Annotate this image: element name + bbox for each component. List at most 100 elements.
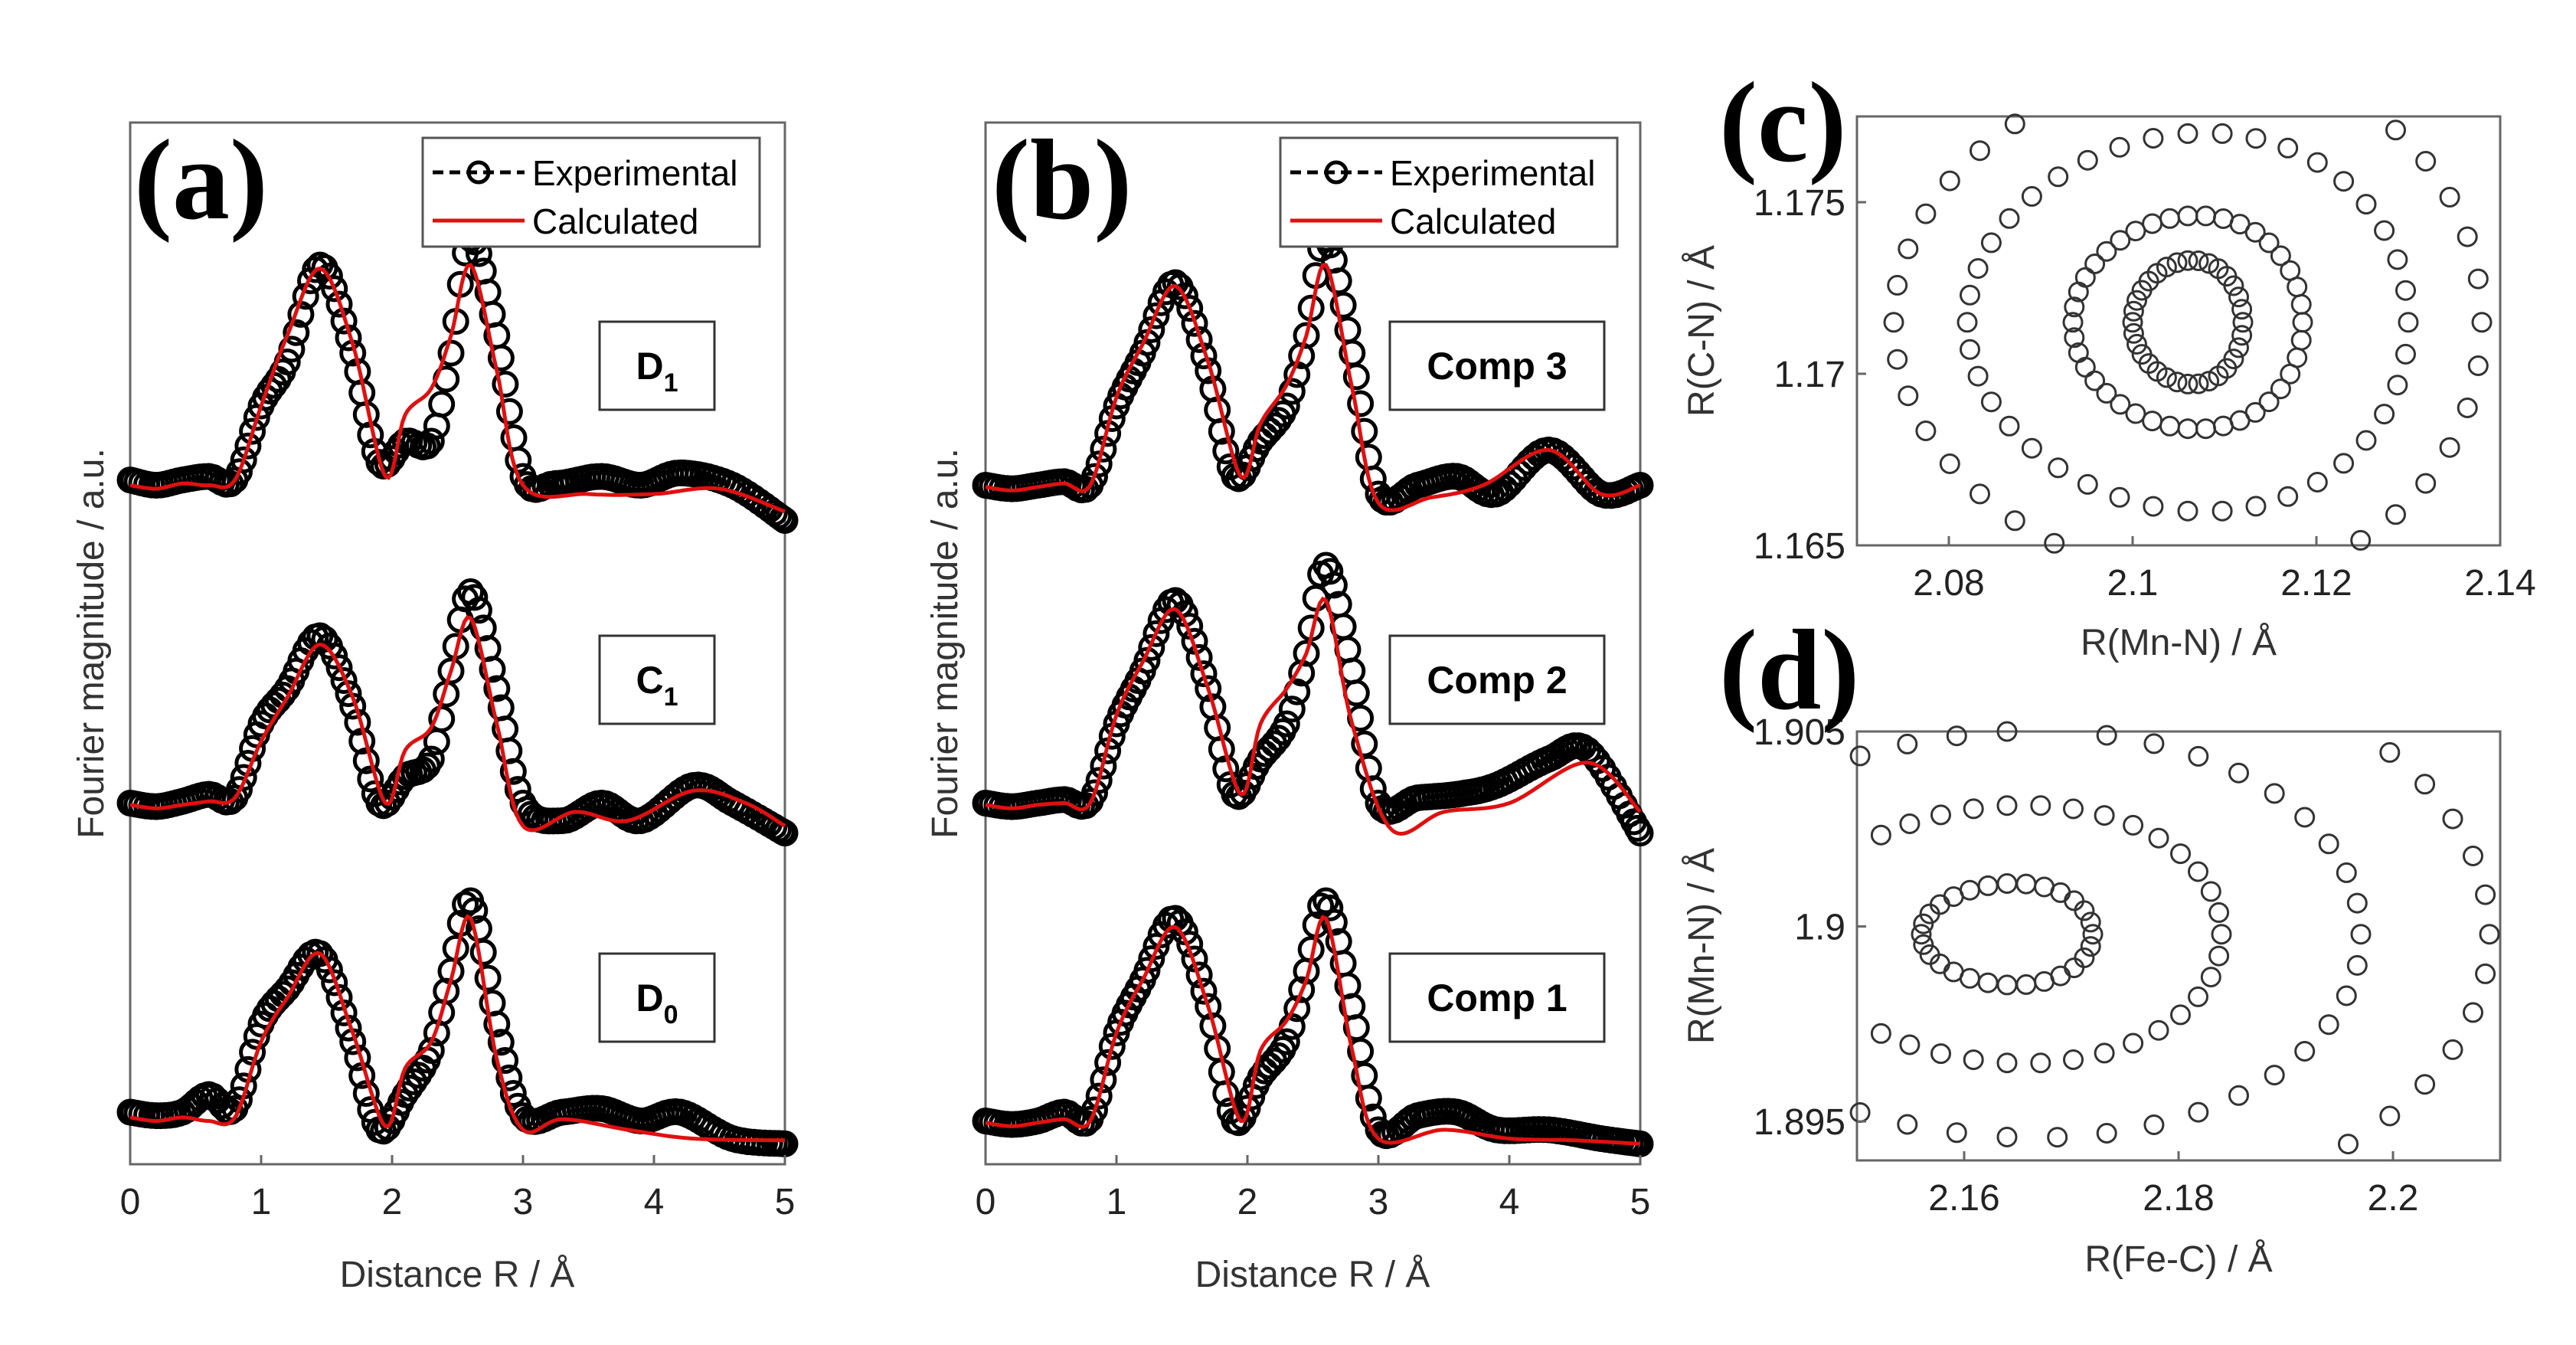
curve-label-box	[598, 952, 716, 1043]
contour-point	[2063, 1049, 2084, 1070]
contour-point	[2048, 166, 2069, 188]
contour-point	[2258, 391, 2280, 413]
experimental-point	[1094, 1049, 1122, 1076]
contour-point	[2188, 1101, 2209, 1123]
contour-point	[1915, 203, 1937, 224]
contour-point	[2211, 924, 2232, 945]
contour-point	[1897, 1114, 1918, 1135]
contour-point	[2318, 1014, 2339, 1036]
y-tick-label: 1.175	[1754, 183, 1845, 224]
x-tick-label: 4	[644, 1182, 665, 1222]
contour-point	[2379, 1105, 2401, 1127]
curve-label-box	[1388, 320, 1606, 411]
contour-point	[2442, 808, 2463, 830]
x-tick-label: 1	[251, 1182, 272, 1222]
x-tick-label: 3	[513, 1182, 534, 1222]
contour-point	[2021, 185, 2042, 207]
contour-point	[2355, 194, 2377, 215]
contour-point	[2258, 232, 2280, 254]
contour-point	[2123, 300, 2144, 322]
panel-b-curve-labels: Comp 3 Comp 2 Comp 1	[1388, 320, 1606, 1043]
contour-point	[1946, 1122, 1967, 1144]
contour-point	[2245, 496, 2267, 517]
contour-point	[2123, 1032, 2144, 1054]
panel-c-ylabel: R(C-N) / Å	[1682, 245, 1722, 417]
contour-point	[2439, 186, 2460, 208]
contour-point	[1970, 483, 1990, 505]
calculated-line	[985, 596, 1642, 836]
experimental-point	[1320, 571, 1348, 599]
experimental-point	[1293, 640, 1320, 667]
contour-point	[1970, 140, 1990, 162]
panel-b: 0 1 2 3 4 5 (b) Experimental Calculated Dista…	[925, 116, 1654, 1295]
experimental-point	[495, 398, 523, 425]
panel-c: 2.08 2.1 2.12 2.14 1.165 1.17 1.175 (c) R(Mn-N…	[1682, 59, 2536, 663]
panel-a-xticks: 0 1 2 3 4 5	[120, 1155, 796, 1222]
x-tick-label: 2	[382, 1182, 403, 1222]
x-tick-label: 2.1	[2107, 563, 2159, 604]
contour-point	[2200, 967, 2221, 988]
contour-point	[1887, 274, 1908, 296]
experimental-point	[1225, 1109, 1253, 1137]
contour-point	[1911, 924, 1932, 945]
contour-point	[2442, 1039, 2463, 1060]
experimental-point	[771, 820, 799, 847]
contour-point	[2142, 213, 2163, 234]
experimental-point	[1098, 1032, 1126, 1060]
contour-point	[1899, 813, 1921, 834]
contour-point	[2084, 370, 2106, 391]
x-tick-label: 5	[1630, 1182, 1651, 1222]
contour-point	[1957, 312, 1978, 333]
x-tick-label: 2.12	[2280, 563, 2352, 604]
contour-point	[2077, 149, 2098, 171]
experimental-point	[1283, 995, 1311, 1023]
experimental-point	[1626, 820, 1654, 847]
experimental-point	[321, 275, 348, 303]
contour-point	[1919, 903, 1940, 924]
panel-b-ylabel: Fourier magnitude / a.u.	[925, 448, 966, 839]
panel-d-ticks: 2.16 2.18 2.2 1.895 1.9 1.905	[1754, 712, 2418, 1219]
contour-point	[2306, 472, 2328, 493]
experimental-point	[499, 1080, 527, 1107]
experimental-point	[461, 584, 489, 611]
contour-point	[2385, 504, 2406, 525]
contour-point	[1939, 170, 1960, 191]
y-tick-label: 1.9	[1794, 908, 1845, 948]
contour-point	[2228, 1085, 2249, 1106]
experimental-point	[487, 1029, 515, 1056]
contour-point	[2077, 473, 2098, 495]
curve-label: Comp 3	[1427, 345, 1567, 388]
contour-point	[2063, 798, 2084, 820]
experimental-point	[374, 790, 401, 816]
curve-label: Comp 1	[1427, 977, 1567, 1019]
contour-point	[2336, 985, 2357, 1006]
panel-a: 0 1 2 3 4 5 (a) Experimental Calculated Dista…	[71, 116, 799, 1295]
contour-point	[2457, 398, 2478, 418]
contour-point	[2379, 741, 2401, 763]
x-tick-label: 5	[775, 1182, 796, 1222]
contour-point	[2021, 437, 2042, 459]
experimental-point	[1273, 1028, 1300, 1055]
experimental-point	[428, 705, 456, 732]
experimental-point	[1355, 1085, 1382, 1112]
contour-point	[2166, 371, 2188, 393]
panel-a-label: (a)	[134, 116, 268, 244]
experimental-point	[1273, 710, 1300, 738]
contour-point	[2188, 861, 2208, 882]
experimental-point	[483, 675, 511, 702]
experimental-point	[469, 938, 497, 966]
experimental-point	[1195, 675, 1222, 702]
x-tick-label: 2.18	[2143, 1178, 2214, 1219]
experimental-point	[1085, 1082, 1113, 1110]
contour-point	[1996, 1127, 2018, 1147]
legend-b-calculated-label: Calculated	[1390, 201, 1556, 241]
contour-point	[2475, 884, 2496, 905]
panel-c-ticks: 2.08 2.1 2.12 2.14 1.165 1.17 1.175	[1754, 183, 2536, 604]
contour-point	[2374, 220, 2395, 241]
contour-point	[2047, 1127, 2068, 1148]
experimental-point	[1138, 633, 1165, 661]
contour-point	[2387, 249, 2408, 270]
contour-point	[2110, 230, 2131, 251]
contour-point	[2277, 486, 2299, 507]
x-tick-label: 2.14	[2464, 563, 2535, 604]
